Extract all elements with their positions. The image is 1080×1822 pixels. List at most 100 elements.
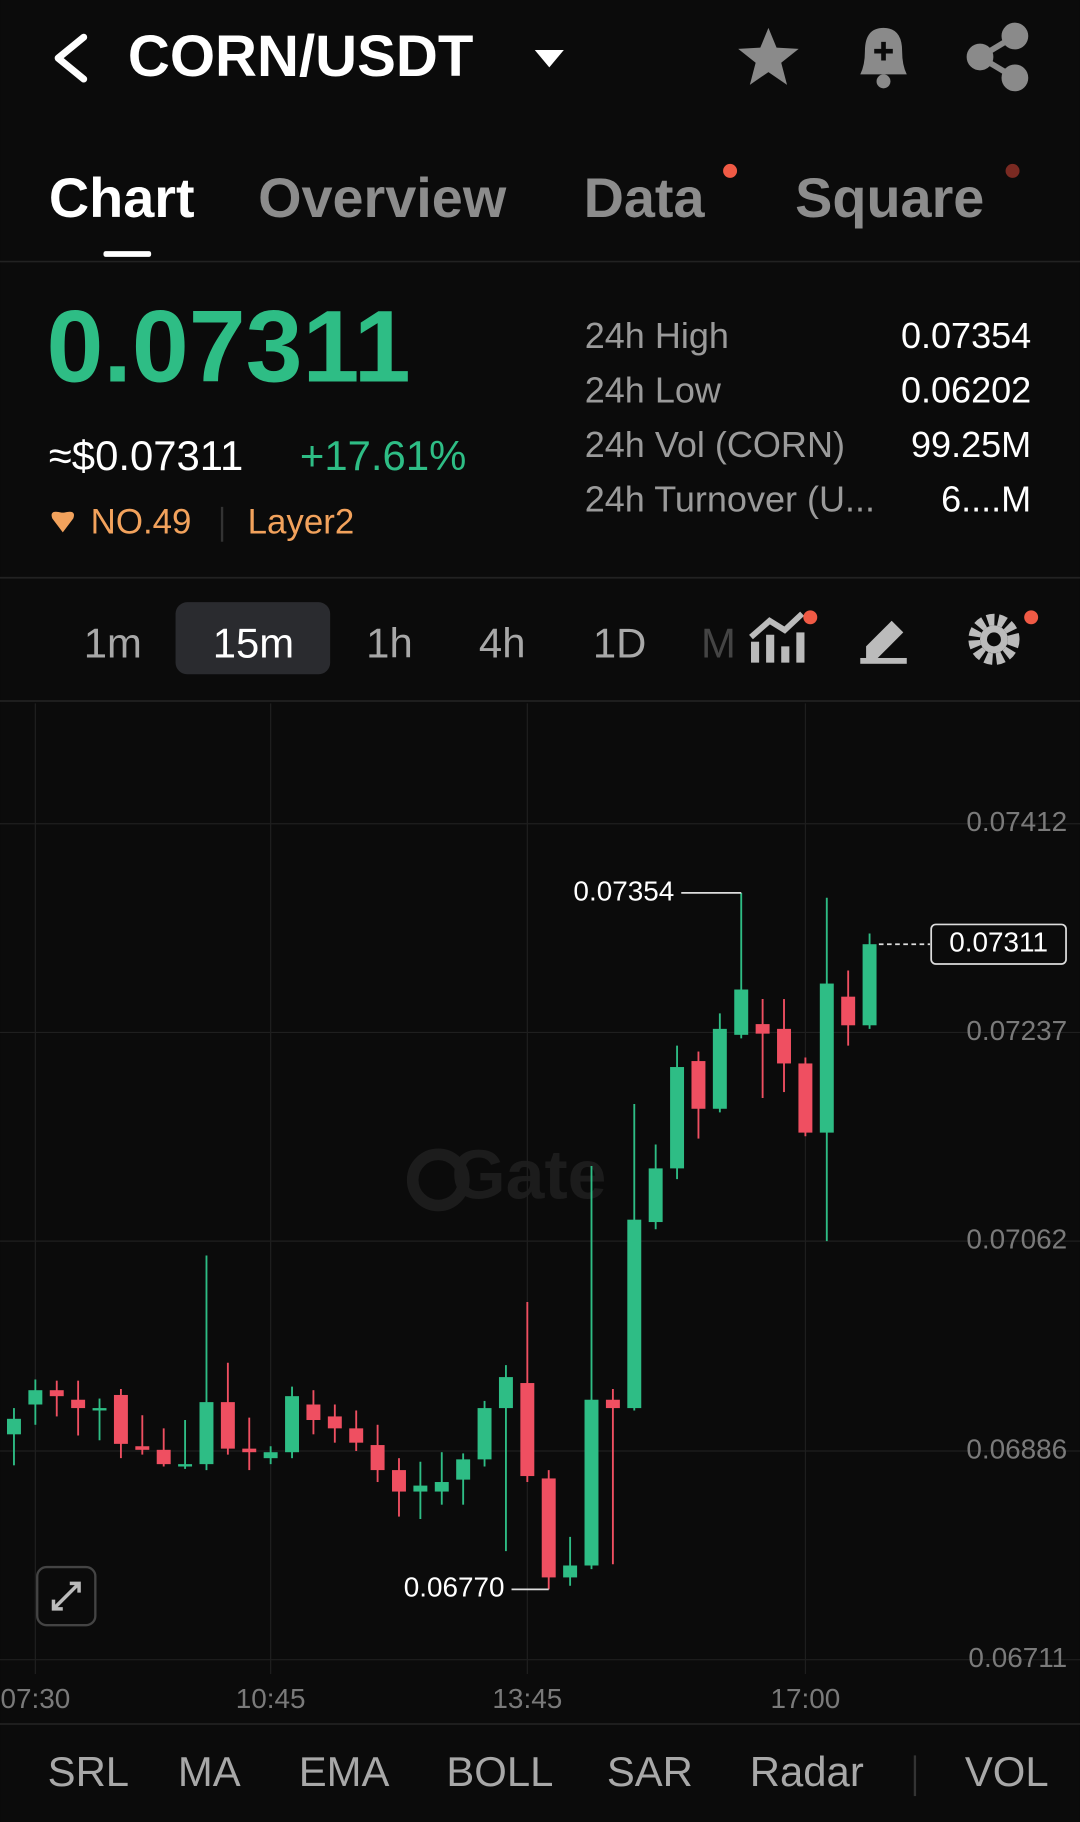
candle-body [456,1459,471,1480]
candle-body [220,1402,235,1449]
tab-indicator [103,251,152,257]
interval[interactable]: 1m [84,619,142,666]
y-tick-label: 0.07237 [966,1015,1067,1046]
candle-body [285,1396,300,1453]
stat-value: 0.07354 [901,315,1031,356]
candle-body [627,1219,642,1409]
interval[interactable]: 15m [213,619,294,666]
y-tick-label: 0.06711 [968,1642,1067,1673]
candle-body [584,1399,599,1566]
stat-value: 99.25M [911,424,1031,465]
candle-body [28,1390,43,1405]
usd-price: ≈$0.07311 [49,432,243,479]
candle-body [498,1377,513,1409]
candle-body [263,1452,278,1459]
tab[interactable]: Square [795,166,984,229]
share-icon[interactable] [966,22,1029,92]
y-tick-label: 0.07062 [966,1224,1067,1255]
high-label: 0.07354 [573,875,674,906]
intervals: 1m 15m 1h 4h 1D M [84,619,736,666]
candle-body [370,1445,385,1471]
indicator[interactable]: SAR [607,1748,693,1795]
x-tick-label: 17:00 [771,1683,841,1714]
candle-body [349,1428,364,1443]
interval[interactable]: M [701,619,736,666]
watermark-logo [406,1148,470,1212]
candle-body [520,1383,535,1477]
rank-icon [51,511,75,533]
interval[interactable]: 1h [366,619,413,666]
interval[interactable]: 4h [479,619,526,666]
y-tick-label: 0.07412 [966,806,1067,837]
candlestick-chart: Gate 0.07412 0.07237 0.07062 0.06886 0.06711 0… [0,703,1080,1714]
candle-body [327,1416,342,1429]
candle-body [242,1448,257,1453]
tab[interactable]: Overview [258,166,507,229]
candle-body [135,1446,150,1450]
y-tick-label: 0.06886 [966,1433,1067,1464]
indicator[interactable]: BOLL [446,1748,553,1795]
indicator[interactable]: Radar [750,1748,864,1795]
indicator[interactable]: MA [178,1748,241,1795]
fullscreen-icon [51,1581,81,1611]
candle-body [71,1399,86,1409]
last-price: 0.07311 [47,289,411,404]
back-button[interactable] [54,33,88,83]
stat-label: 24h Vol (CORN) [585,424,845,465]
candle-body [6,1418,21,1435]
tab[interactable]: Chart [49,166,195,229]
notification-dot [1005,163,1020,178]
pair-dropdown[interactable] [534,49,564,68]
candle-body [306,1404,321,1421]
stat-label: 24h Turnover (U... [585,479,875,520]
stat-value: 6....M [941,479,1031,520]
candle-body [178,1464,193,1467]
candle-body [156,1449,171,1465]
candle-body [712,1028,727,1109]
draw-icon[interactable] [860,620,907,664]
candle-body [862,944,877,1026]
candle-body [691,1061,706,1109]
interval[interactable]: 1D [593,619,647,666]
x-tick-label: 10:45 [236,1683,306,1714]
x-tick-label: 13:45 [492,1683,562,1714]
candle-body [113,1394,128,1444]
indicator-bar: SRL MA EMA BOLL SAR Radar VOL [48,1748,1049,1795]
last-price-box [930,923,1067,965]
candle-body [605,1399,620,1409]
candle-body [819,983,834,1133]
price-change: +17.61% [300,432,466,479]
candle-body [798,1063,813,1133]
candle-body [734,989,749,1035]
stats: 24h High 0.07354 24h Low 0.06202 24h Vol (CO… [585,315,1031,520]
indicator[interactable]: VOL [965,1748,1049,1795]
alert-icon[interactable] [860,27,907,89]
sector-tag[interactable]: Layer2 [248,503,355,542]
candle-body [434,1482,449,1492]
settings-icon[interactable] [968,610,1039,665]
candle-body [841,996,856,1026]
candle-body [413,1485,428,1492]
candle-body [563,1565,578,1578]
stat-label: 24h Low [585,369,722,410]
candle-body [92,1408,107,1411]
x-tick-label: 07:30 [0,1683,70,1714]
indicator[interactable]: SRL [48,1748,129,1795]
tab[interactable]: Data [584,166,706,229]
notification-dot [723,163,738,178]
stat-label: 24h High [585,315,729,356]
candle-body [49,1390,64,1397]
indicator[interactable]: EMA [299,1748,390,1795]
stat-value: 0.06202 [901,369,1031,410]
indicator-icon[interactable] [749,610,818,663]
candle-body [648,1168,663,1223]
pair-title[interactable]: CORN/USDT [128,24,473,89]
candle-body [541,1478,556,1578]
rank[interactable]: NO.49 [91,503,192,542]
candle-body [392,1470,406,1492]
favorite-icon[interactable] [738,27,799,85]
fullscreen-button[interactable] [36,1565,97,1627]
interval-selected [175,602,331,675]
